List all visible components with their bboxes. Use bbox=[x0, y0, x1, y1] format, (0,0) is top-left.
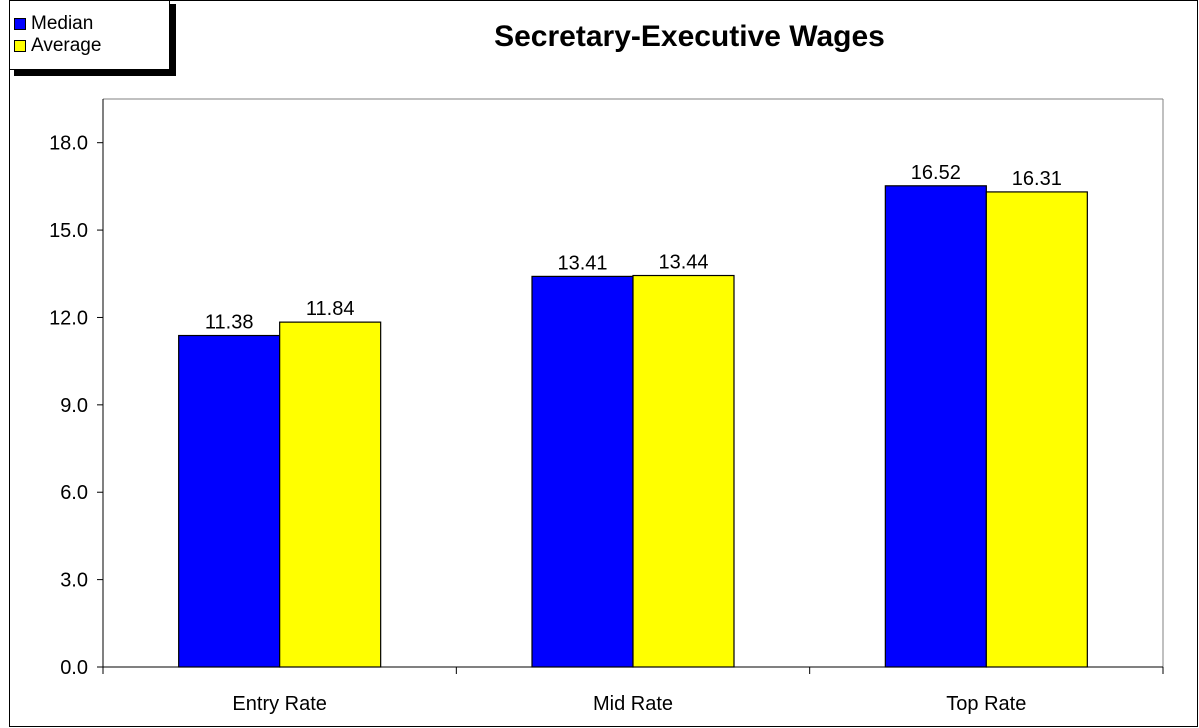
legend-label-average: Average bbox=[31, 35, 102, 56]
bar-average-2 bbox=[632, 274, 735, 668]
x-category-label: Entry Rate bbox=[232, 693, 326, 715]
data-label-median-3: 16.52 bbox=[911, 162, 961, 184]
bar-median-1 bbox=[178, 334, 281, 668]
chart-title: Secretary-Executive Wages bbox=[494, 20, 885, 53]
y-tick-label: 18.0 bbox=[49, 133, 88, 155]
x-category-label: Mid Rate bbox=[593, 693, 673, 715]
bar-median-2 bbox=[531, 275, 634, 668]
bar-median-3 bbox=[884, 185, 987, 668]
legend-item-average: Average bbox=[14, 35, 101, 57]
data-label-average-2: 13.44 bbox=[658, 252, 708, 274]
data-label-average-1: 11.84 bbox=[306, 298, 355, 320]
legend-swatch-median bbox=[14, 18, 26, 30]
legend: Median Average bbox=[9, 0, 170, 70]
data-label-median-2: 13.41 bbox=[557, 252, 607, 274]
legend-item-median: Median bbox=[14, 13, 93, 35]
y-tick-label: 15.0 bbox=[49, 220, 88, 242]
x-category-label: Top Rate bbox=[946, 693, 1026, 715]
y-tick-label: 0.0 bbox=[60, 657, 88, 679]
bar-average-3 bbox=[985, 191, 1088, 668]
y-tick-label: 12.0 bbox=[49, 307, 88, 329]
y-tick-label: 9.0 bbox=[60, 395, 88, 417]
data-label-average-3: 16.31 bbox=[1012, 168, 1062, 190]
data-label-median-1: 11.38 bbox=[205, 312, 254, 334]
legend-label-median: Median bbox=[31, 13, 94, 34]
legend-swatch-average bbox=[14, 40, 26, 52]
y-tick-label: 6.0 bbox=[60, 482, 88, 504]
y-tick-label: 3.0 bbox=[60, 570, 88, 592]
bar-average-1 bbox=[279, 321, 382, 668]
